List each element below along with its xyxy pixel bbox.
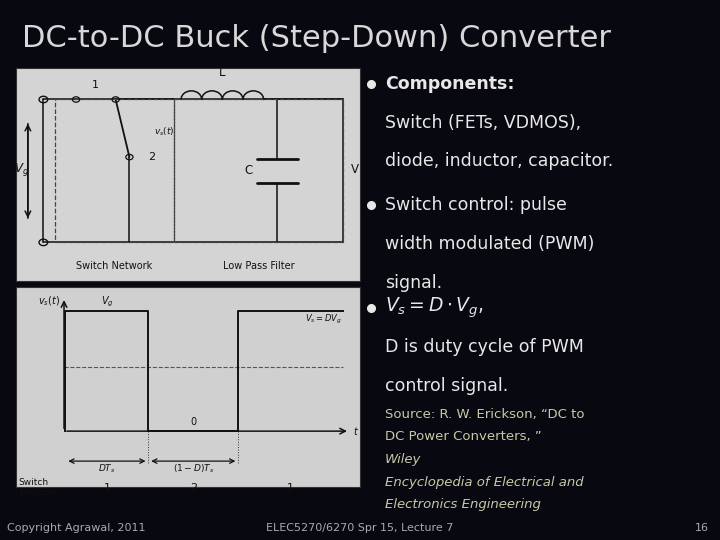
Text: Electronics Engineering: Electronics Engineering <box>385 498 541 511</box>
Text: Components:: Components: <box>385 75 515 93</box>
Bar <box>55 99 174 242</box>
Text: C: C <box>245 165 253 178</box>
Text: 1: 1 <box>104 483 110 493</box>
Text: $DT_s$: $DT_s$ <box>98 463 116 475</box>
Text: Wiley: Wiley <box>385 453 422 466</box>
Text: 16: 16 <box>696 523 709 533</box>
Text: $t$: $t$ <box>354 425 359 437</box>
Text: $V_s = D \cdot V_g,$: $V_s = D \cdot V_g,$ <box>385 295 484 320</box>
Text: Low Pass Filter: Low Pass Filter <box>222 261 294 271</box>
Bar <box>174 99 343 242</box>
Text: Switch Network: Switch Network <box>76 261 152 271</box>
Text: Encyclopedia of Electrical and: Encyclopedia of Electrical and <box>385 476 584 489</box>
Text: 1: 1 <box>91 79 99 90</box>
Text: $v_s(t)$: $v_s(t)$ <box>38 295 60 308</box>
Text: diode, inductor, capacitor.: diode, inductor, capacitor. <box>385 152 613 171</box>
Text: DC-to-DC Buck (Step-Down) Converter: DC-to-DC Buck (Step-Down) Converter <box>22 24 611 53</box>
Text: D is duty cycle of PWM: D is duty cycle of PWM <box>385 338 584 356</box>
Text: control signal.: control signal. <box>385 376 508 395</box>
Text: Switch control: pulse: Switch control: pulse <box>385 196 567 214</box>
Text: 1: 1 <box>287 483 294 493</box>
Text: $V_g$: $V_g$ <box>101 295 113 309</box>
Text: $v_s(t)$: $v_s(t)$ <box>153 125 174 138</box>
Text: Source: R. W. Erickson, “DC to: Source: R. W. Erickson, “DC to <box>385 408 585 421</box>
Text: $V_g$: $V_g$ <box>14 161 29 178</box>
Text: 0: 0 <box>190 417 197 427</box>
Text: Switch
position:: Switch position: <box>19 478 58 497</box>
Text: DC Power Converters, ”: DC Power Converters, ” <box>385 430 546 443</box>
Text: 2: 2 <box>148 152 156 162</box>
Bar <box>16 68 360 281</box>
Text: V: V <box>351 164 359 177</box>
Bar <box>16 287 360 487</box>
Text: width modulated (PWM): width modulated (PWM) <box>385 235 595 253</box>
Text: Switch (FETs, VDMOS),: Switch (FETs, VDMOS), <box>385 113 581 132</box>
Text: Copyright Agrawal, 2011: Copyright Agrawal, 2011 <box>7 523 145 533</box>
Text: 2: 2 <box>190 483 197 493</box>
Text: signal.: signal. <box>385 274 442 292</box>
Text: ELEC5270/6270 Spr 15, Lecture 7: ELEC5270/6270 Spr 15, Lecture 7 <box>266 523 454 533</box>
Text: $V_s = DV_g$: $V_s = DV_g$ <box>305 313 342 326</box>
Text: $(1-D)T_s$: $(1-D)T_s$ <box>173 463 214 475</box>
Text: L: L <box>219 66 225 79</box>
